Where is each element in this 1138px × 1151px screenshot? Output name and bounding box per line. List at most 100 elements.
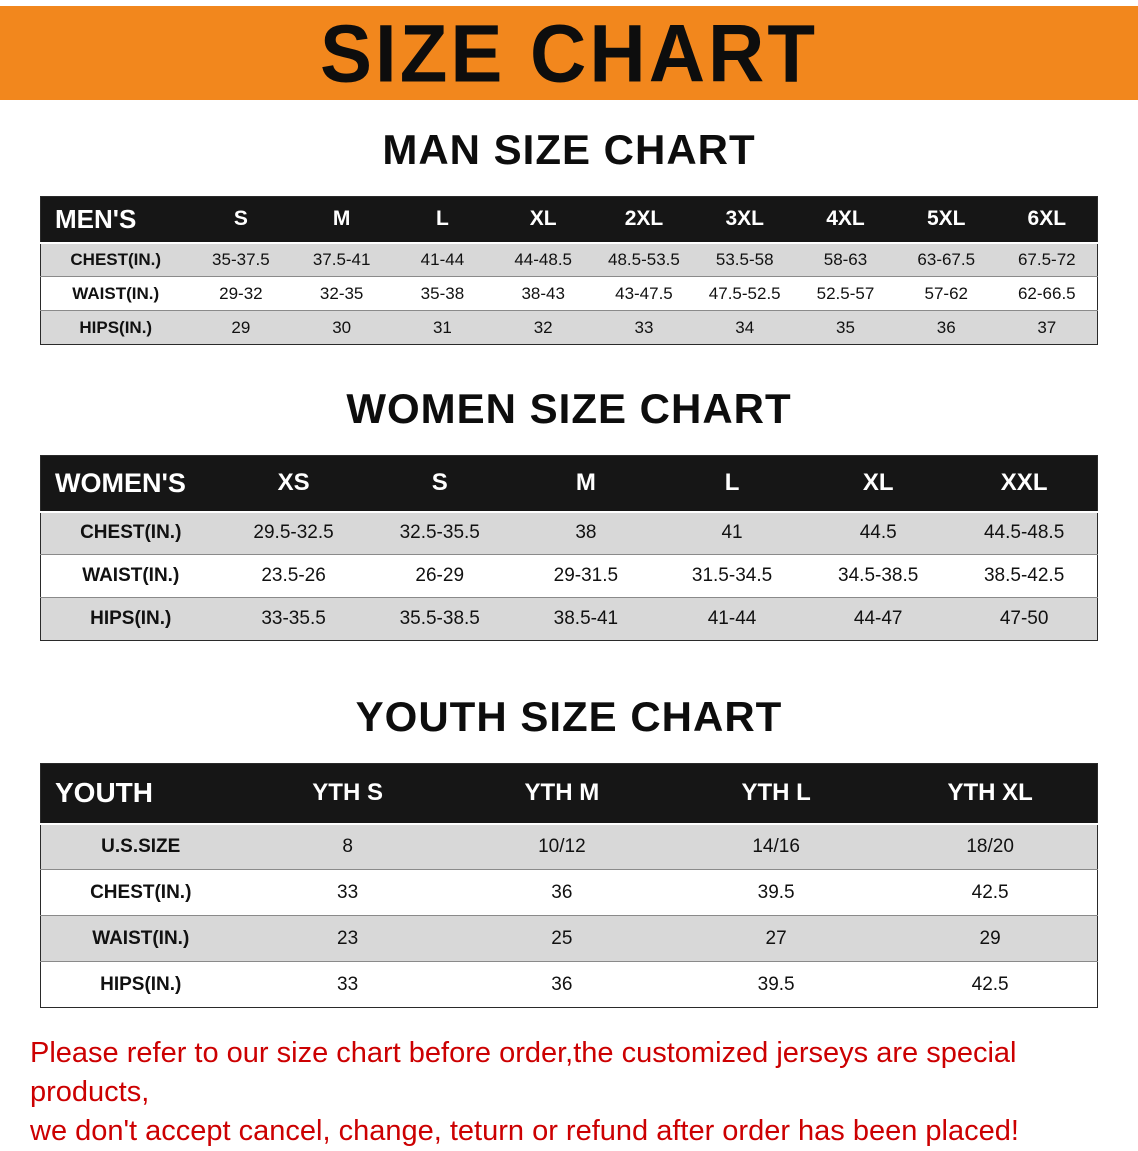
cell: 57-62 [895,276,997,311]
youth-section: YOUTH SIZE CHART YOUTH YTH S YTH M YTH L… [0,693,1138,1008]
cell: 33 [240,869,455,916]
size-header-cell: 5XL [895,196,997,244]
cell: 27 [669,915,884,962]
row-label: HIPS(IN.) [40,597,221,641]
cell: 44.5 [805,511,952,555]
cell: 31 [392,310,493,345]
cell: 37.5-41 [291,242,393,277]
men-group-label: MEN'S [40,196,191,244]
table-row: WAIST(IN.) 23 25 27 29 [40,915,1098,962]
cell: 14/16 [669,823,884,870]
cell: 38-43 [492,276,594,311]
table-row: CHEST(IN.) 29.5-32.5 32.5-35.5 38 41 44.… [40,511,1098,555]
table-row: HIPS(IN.) 29 30 31 32 33 34 35 36 37 [40,310,1098,345]
cell: 29-31.5 [512,554,659,598]
men-section: MAN SIZE CHART MEN'S S M L XL 2XL 3XL 4X… [0,126,1138,345]
size-header-cell: YTH S [240,763,455,825]
row-label: HIPS(IN.) [40,310,191,345]
row-label: CHEST(IN.) [40,242,191,277]
cell: 43-47.5 [593,276,695,311]
size-header-cell: XS [220,455,367,513]
size-header-cell: L [658,455,806,513]
cell: 36 [895,310,997,345]
youth-group-label: YOUTH [40,763,241,825]
cell: 23 [240,915,455,962]
order-notice: Please refer to our size chart before or… [0,1034,1138,1151]
size-header-cell: XL [492,196,594,244]
cell: 35.5-38.5 [366,597,513,641]
table-row: HIPS(IN.) 33-35.5 35.5-38.5 38.5-41 41-4… [40,597,1098,641]
cell: 33-35.5 [220,597,367,641]
size-header-cell: YTH M [454,763,669,825]
row-label: U.S.SIZE [40,823,241,870]
cell: 31.5-34.5 [658,554,806,598]
cell: 47.5-52.5 [694,276,796,311]
table-row: WAIST(IN.) 29-32 32-35 35-38 38-43 43-47… [40,276,1098,311]
cell: 35-38 [392,276,493,311]
women-section: WOMEN SIZE CHART WOMEN'S XS S M L XL XXL… [0,385,1138,641]
cell: 39.5 [669,961,884,1008]
row-label: CHEST(IN.) [40,511,221,555]
cell: 37 [996,310,1098,345]
cell: 32 [492,310,594,345]
size-header-cell: M [291,196,393,244]
table-row: HIPS(IN.) 33 36 39.5 42.5 [40,961,1098,1008]
table-row: CHEST(IN.) 35-37.5 37.5-41 41-44 44-48.5… [40,242,1098,277]
cell: 33 [240,961,455,1008]
cell: 18/20 [883,823,1098,870]
cell: 38.5-42.5 [951,554,1098,598]
cell: 34 [694,310,796,345]
size-header-cell: 4XL [795,196,896,244]
cell: 44.5-48.5 [951,511,1098,555]
cell: 23.5-26 [220,554,367,598]
cell: 29-32 [190,276,292,311]
banner-title: SIZE CHART [320,6,818,99]
women-size-table: WOMEN'S XS S M L XL XXL CHEST(IN.) 29.5-… [40,455,1098,641]
cell: 26-29 [366,554,513,598]
cell: 58-63 [795,242,896,277]
youth-size-table: YOUTH YTH S YTH M YTH L YTH XL U.S.SIZE … [40,763,1098,1008]
size-header-cell: YTH XL [883,763,1098,825]
youth-header-row: YOUTH YTH S YTH M YTH L YTH XL [40,763,1098,825]
cell: 48.5-53.5 [593,242,695,277]
table-row: U.S.SIZE 8 10/12 14/16 18/20 [40,823,1098,870]
cell: 35-37.5 [190,242,292,277]
order-notice-line-1: Please refer to our size chart before or… [30,1037,1017,1109]
size-header-cell: M [512,455,659,513]
cell: 62-66.5 [996,276,1098,311]
cell: 30 [291,310,393,345]
row-label: WAIST(IN.) [40,276,191,311]
cell: 35 [795,310,896,345]
cell: 36 [454,869,669,916]
cell: 29 [190,310,292,345]
women-group-label: WOMEN'S [40,455,221,513]
cell: 47-50 [951,597,1098,641]
cell: 39.5 [669,869,884,916]
size-header-cell: 2XL [593,196,695,244]
cell: 10/12 [454,823,669,870]
cell: 44-48.5 [492,242,594,277]
table-row: CHEST(IN.) 33 36 39.5 42.5 [40,869,1098,916]
row-label: HIPS(IN.) [40,961,241,1008]
cell: 44-47 [805,597,952,641]
cell: 42.5 [883,961,1098,1008]
cell: 33 [593,310,695,345]
size-header-cell: 6XL [996,196,1098,244]
size-header-cell: YTH L [669,763,884,825]
size-header-cell: 3XL [694,196,796,244]
cell: 52.5-57 [795,276,896,311]
cell: 29 [883,915,1098,962]
women-header-row: WOMEN'S XS S M L XL XXL [40,455,1098,513]
cell: 32.5-35.5 [366,511,513,555]
size-header-cell: S [190,196,292,244]
size-header-cell: XL [805,455,952,513]
women-section-heading: WOMEN SIZE CHART [346,385,792,432]
cell: 38.5-41 [512,597,659,641]
cell: 67.5-72 [996,242,1098,277]
size-header-cell: L [392,196,493,244]
cell: 32-35 [291,276,393,311]
row-label: WAIST(IN.) [40,554,221,598]
cell: 38 [512,511,659,555]
cell: 25 [454,915,669,962]
cell: 63-67.5 [895,242,997,277]
